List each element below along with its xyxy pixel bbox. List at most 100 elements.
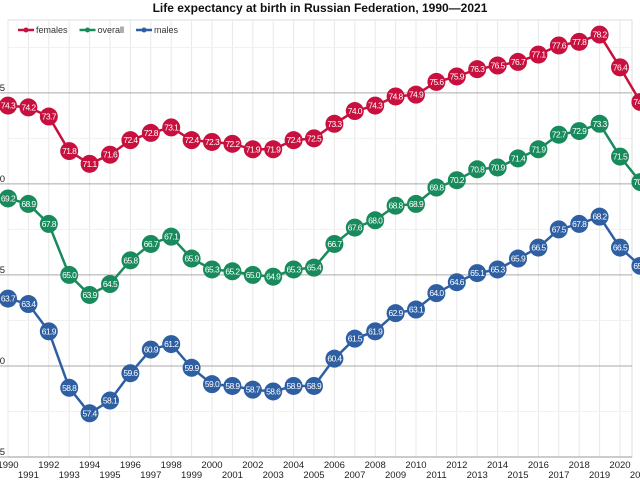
data-point (19, 295, 38, 314)
data-point (305, 376, 323, 395)
data-label: 70.1 (633, 177, 640, 187)
data-label: 77.1 (531, 50, 546, 60)
data-label: 70.2 (450, 175, 465, 185)
x-tick-label: 2013 (467, 470, 488, 480)
data-point (529, 45, 548, 64)
data-label: 66.5 (531, 243, 546, 253)
data-label: 60.4 (327, 354, 342, 364)
data-label: 75.6 (429, 77, 444, 87)
x-tick-label: 1990 (0, 460, 19, 471)
data-point (19, 98, 38, 117)
data-point (305, 258, 323, 277)
data-label: 72.8 (144, 128, 159, 138)
data-label: 65.4 (307, 263, 322, 273)
data-point (203, 375, 221, 394)
data-label: 59.0 (205, 379, 220, 389)
x-tick-label: 2017 (548, 470, 569, 480)
data-label: 63.7 (1, 294, 16, 304)
data-label: 72.7 (552, 130, 567, 140)
data-point (407, 300, 425, 319)
legend-label-females: females (36, 25, 68, 35)
data-point (488, 260, 507, 279)
data-point (549, 36, 568, 55)
y-tick-label: 75 (0, 83, 5, 94)
data-label: 76.7 (511, 57, 526, 67)
data-label: 77.6 (552, 40, 567, 50)
data-label: 72.3 (205, 137, 220, 147)
data-label: 65.9 (185, 254, 200, 264)
data-point (101, 275, 119, 294)
data-label: 67.8 (42, 219, 57, 229)
legend-marker-males (141, 27, 147, 33)
data-label: 64.0 (429, 288, 444, 298)
data-point (366, 322, 385, 341)
data-point (427, 72, 446, 91)
data-point (366, 96, 385, 115)
data-label: 76.4 (613, 62, 628, 72)
data-point (325, 114, 344, 133)
data-label: 70.8 (470, 164, 485, 174)
y-axis: 55 60 65 70 75 (0, 83, 5, 458)
x-tick-label: 2011 (426, 470, 446, 480)
data-label: 75.9 (450, 71, 465, 81)
data-label: 78.2 (593, 30, 608, 40)
data-point (345, 329, 364, 348)
data-point (264, 382, 283, 401)
data-point (590, 25, 609, 44)
data-point (39, 322, 58, 341)
data-label: 66.7 (327, 239, 342, 249)
x-tick-label: 2019 (589, 470, 610, 480)
data-point (264, 267, 283, 286)
data-label: 63.1 (409, 305, 424, 315)
data-point (447, 67, 466, 86)
data-point (427, 284, 446, 303)
data-label: 71.9 (246, 144, 261, 154)
data-point (0, 289, 17, 308)
data-label: 74.0 (348, 106, 363, 116)
data-point (141, 123, 160, 142)
data-point (203, 260, 221, 279)
data-label: 71.9 (266, 144, 281, 154)
data-point (631, 92, 640, 111)
data-point (223, 376, 242, 395)
data-label: 73.7 (42, 112, 57, 122)
data-label: 66.5 (613, 243, 628, 253)
data-label: 74.2 (21, 102, 36, 112)
data-point (162, 335, 181, 354)
data-label: 65.5 (633, 261, 640, 271)
x-tick-label: 2014 (487, 460, 508, 471)
data-point (345, 218, 364, 237)
data-label: 77.8 (572, 37, 587, 47)
data-label: 71.6 (103, 150, 118, 160)
x-tick-label: 2002 (242, 460, 263, 471)
data-point (284, 260, 303, 279)
data-point (590, 207, 609, 226)
data-point (121, 131, 140, 150)
x-tick-label: 1991 (18, 470, 39, 480)
data-label: 58.6 (266, 386, 281, 396)
data-label: 65.8 (123, 255, 138, 265)
series-males: 63.7 63.4 61.9 58.8 57.4 58.1 59.6 60.9 61.2 59.9… (0, 207, 640, 423)
legend-label-males: males (154, 25, 179, 35)
data-point (223, 262, 242, 281)
data-point (243, 265, 262, 284)
data-point (243, 140, 262, 159)
x-tick-label: 2008 (365, 460, 386, 471)
data-point (631, 256, 640, 275)
data-point (60, 265, 79, 284)
y-tick-label: 70 (0, 174, 5, 185)
data-point (549, 220, 568, 239)
data-label: 59.6 (123, 368, 138, 378)
data-point (509, 52, 527, 71)
data-label: 63.9 (83, 290, 98, 300)
data-point (0, 96, 17, 115)
x-tick-label: 2020 (609, 460, 630, 471)
data-label: 57.4 (83, 408, 98, 418)
data-point (529, 238, 548, 257)
data-label: 68.8 (389, 201, 404, 211)
data-point (223, 134, 242, 153)
data-point (325, 234, 344, 253)
data-label: 65.3 (205, 264, 220, 274)
data-label: 68.9 (409, 199, 424, 209)
data-label: 71.8 (62, 146, 77, 156)
